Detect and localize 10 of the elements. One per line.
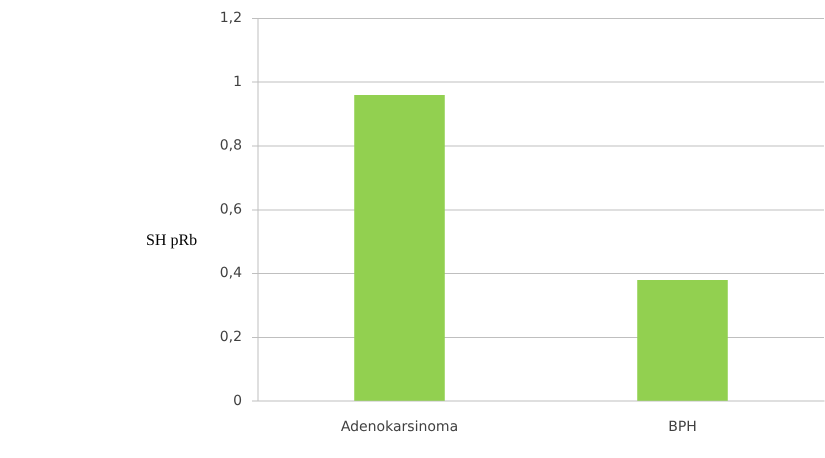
y-tick-label: 1,2 [220, 10, 242, 26]
x-tick-label: BPH [668, 419, 697, 436]
y-tick-label: 0,4 [220, 265, 242, 282]
y-tick-label: 0,8 [220, 138, 242, 154]
x-tick-label: Adenokarsinoma [340, 419, 458, 436]
y-tick-label: 0,6 [220, 201, 242, 218]
y-tick-label: 1 [233, 74, 242, 90]
y-axis-title: SH pRb [146, 232, 198, 250]
y-tick-label: 0,2 [220, 329, 242, 346]
y-tick-label: 0 [233, 392, 242, 409]
